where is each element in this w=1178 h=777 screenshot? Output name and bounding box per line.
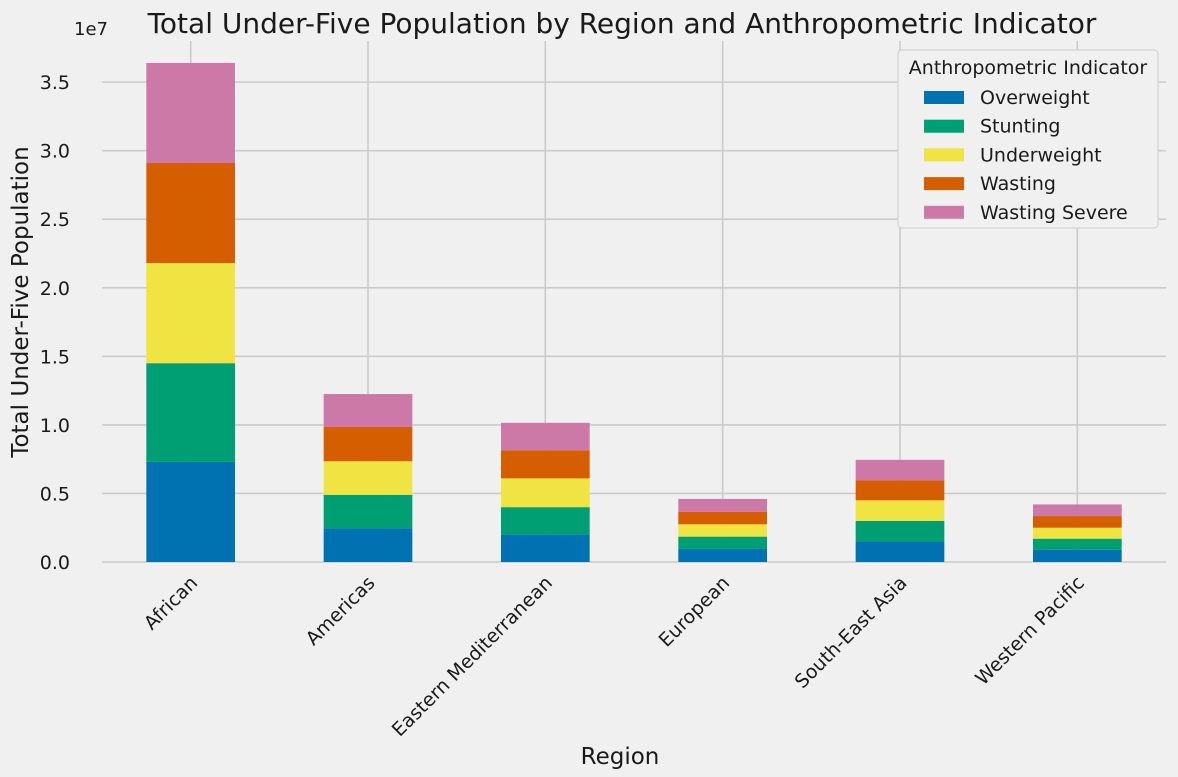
y-axis-ticks: 0.0 0.5 1.0 1.5 2.0 2.5 3.0 3.5 [40, 72, 70, 574]
y-tick-label: 0.5 [40, 483, 70, 505]
bar-segment [146, 263, 235, 364]
legend-label: Underweight [980, 144, 1102, 166]
bar-segment [1033, 527, 1122, 539]
bar-segment [323, 394, 413, 427]
legend-items: Overweight Stunting Underweight Wasting Wast… [924, 87, 1128, 224]
y-tick-label: 0.0 [40, 552, 70, 574]
legend-title: Anthropometric Indicator [909, 57, 1148, 79]
legend-label: Overweight [980, 87, 1090, 109]
bar-segment [501, 534, 590, 562]
y-tick-label: 3.5 [40, 72, 70, 94]
legend-swatch [924, 148, 964, 162]
legend-swatch [924, 91, 964, 104]
y-tick-label: 2.0 [40, 278, 70, 300]
legend-label: Wasting Severe [980, 202, 1128, 224]
legend-label: Stunting [980, 116, 1060, 138]
y-tick-label: 1.5 [40, 346, 70, 368]
legend-swatch [924, 119, 964, 133]
x-axis-label: Region [581, 744, 660, 770]
bar-segment [323, 426, 413, 462]
y-tick-label: 3.0 [40, 141, 70, 163]
legend-swatch [924, 177, 964, 191]
bar-segment [855, 500, 945, 521]
bar-segment [1033, 538, 1122, 550]
y-tick-label: 1.0 [40, 415, 70, 437]
bar-segment [146, 62, 235, 164]
bar-segment [146, 363, 235, 462]
bar-segment [855, 520, 945, 542]
bar-segment [1033, 516, 1122, 528]
y-scale-label: 1e7 [74, 19, 108, 40]
legend: Anthropometric Indicator Overweight Stunt… [897, 49, 1159, 229]
bar-segment [1033, 549, 1122, 562]
bar-segment [501, 450, 590, 479]
bar-segment [855, 541, 945, 562]
bar-segment [855, 480, 945, 501]
bar-segment [146, 461, 235, 562]
bar-segment [323, 528, 413, 562]
bar-segment [855, 459, 945, 481]
bar-segment [678, 511, 767, 525]
bars [146, 62, 1122, 562]
bar-segment [323, 461, 413, 495]
y-axis-label: Total Under-Five Population [8, 146, 34, 458]
bar-segment [678, 498, 767, 512]
bar-segment [501, 422, 590, 451]
bar-segment [323, 494, 413, 529]
bar-segment [678, 548, 767, 562]
bar-segment [1033, 504, 1122, 517]
chart-title: Total Under-Five Population by Region an… [147, 7, 1097, 40]
bar-segment [678, 536, 767, 549]
bar-segment [501, 507, 590, 535]
bar-segment [678, 524, 767, 537]
legend-label: Wasting [980, 173, 1056, 195]
bar-segment [501, 478, 590, 508]
bar-segment [146, 163, 235, 264]
legend-swatch [924, 205, 964, 219]
y-tick-label: 2.5 [40, 209, 70, 231]
